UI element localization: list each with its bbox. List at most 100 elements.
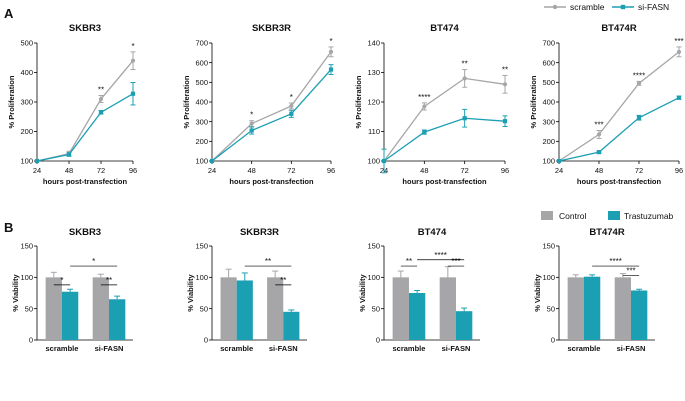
bar-chart-4: BT474R 0 50 100 150 % Viability scramble si-FAS… <box>533 227 655 353</box>
legend-b-control-label: Control <box>559 211 587 221</box>
x-axis-label: hours post-transfection <box>402 177 487 186</box>
data-point-sifasn <box>556 158 562 164</box>
series-line-sifasn <box>383 117 506 162</box>
x-tick-label: 24 <box>208 166 216 175</box>
x-tick-label: 24 <box>555 166 563 175</box>
bar-trastuzumab <box>236 280 253 340</box>
data-point-sifasn <box>66 152 72 157</box>
category-label: si-FASN <box>442 344 471 353</box>
category-label: scramble <box>567 344 600 353</box>
y-tick-label: 0 <box>29 336 33 345</box>
legend-a-scramble-marker <box>552 4 558 10</box>
chart-title: BT474 <box>430 23 459 34</box>
bar-control <box>92 277 109 340</box>
y-tick-label: 400 <box>20 68 33 77</box>
data-point-sifasn <box>98 110 104 115</box>
y-axis-label: % Proliferation <box>7 75 16 128</box>
y-tick-label: 50 <box>25 304 33 313</box>
y-tick-label: 150 <box>20 242 33 251</box>
bar-trastuzumab <box>583 276 601 340</box>
chart-title: SKBR3R <box>252 23 291 34</box>
y-tick-label: 100 <box>367 157 380 166</box>
legend-a-scramble-label: scramble <box>570 2 605 12</box>
significance-label: *** <box>626 266 635 275</box>
x-tick-label: 96 <box>327 166 335 175</box>
series-line-scramble <box>558 51 680 162</box>
data-point-sifasn <box>249 128 254 133</box>
category-label: scramble <box>392 344 425 353</box>
y-tick-label: 100 <box>542 157 555 166</box>
legend-b: Control Trastuzumab <box>541 211 674 221</box>
legend-b-trastuzumab-label: Trastuzumab <box>624 211 674 221</box>
y-tick-label: 150 <box>542 242 555 251</box>
y-tick-label: 500 <box>542 78 555 87</box>
bar-trastuzumab <box>61 291 79 340</box>
data-point-scramble <box>502 82 508 87</box>
line-chart-2: SKBR3R 100 200 300 400 500 600 700 24 48 72 96 hours… <box>182 23 335 186</box>
series-line-sifasn <box>558 97 680 162</box>
x-tick-label: 72 <box>635 166 643 175</box>
x-tick-label: 96 <box>675 166 683 175</box>
x-tick-label: 96 <box>129 166 137 175</box>
significance-label: **** <box>633 71 645 80</box>
bar-chart-2: SKBR3R 0 50 100 150 % Viability scramble si-FAS… <box>186 227 307 353</box>
y-axis-label: % Proliferation <box>529 75 538 128</box>
bar-control <box>267 277 284 340</box>
x-tick-label: 48 <box>247 166 255 175</box>
bar-control <box>614 277 631 340</box>
significance-label: * <box>290 93 293 102</box>
y-tick-label: 300 <box>20 98 33 107</box>
x-tick-label: 24 <box>33 166 41 175</box>
y-axis-label: % Proliferation <box>354 75 363 128</box>
y-tick-label: 0 <box>204 336 208 345</box>
y-tick-label: 100 <box>20 273 33 282</box>
series-line-scramble <box>36 60 134 162</box>
data-point-scramble <box>289 103 294 109</box>
y-tick-label: 400 <box>542 98 555 107</box>
data-point-scramble <box>130 58 136 63</box>
y-tick-label: 110 <box>368 127 380 136</box>
data-point-scramble <box>422 104 427 109</box>
legend-a: scramble si-FASN <box>544 2 669 12</box>
y-tick-label: 120 <box>367 98 380 107</box>
y-tick-label: 500 <box>20 39 33 48</box>
x-axis-label: hours post-transfection <box>43 177 128 186</box>
y-tick-label: 0 <box>551 336 555 345</box>
significance-label: * <box>60 276 63 285</box>
y-tick-label: 300 <box>195 117 208 126</box>
data-point-scramble <box>249 121 254 126</box>
data-point-scramble <box>676 49 682 54</box>
y-axis-label: % Viability <box>186 273 195 311</box>
data-point-scramble <box>328 49 334 54</box>
y-axis-label: % Proliferation <box>182 75 191 128</box>
significance-label: **** <box>434 251 446 260</box>
data-point-sifasn <box>289 111 294 116</box>
bar-control <box>392 277 409 340</box>
bar-trastuzumab <box>631 290 648 340</box>
significance-label: ** <box>280 276 286 285</box>
significance-label: **** <box>609 257 621 266</box>
panel-label-b: B <box>4 220 13 235</box>
y-axis-label: % Viability <box>358 273 367 311</box>
chart-title: BT474R <box>601 23 637 34</box>
data-point-sifasn <box>422 129 427 135</box>
category-label: si-FASN <box>95 344 124 353</box>
x-tick-label: 72 <box>460 166 468 175</box>
y-tick-label: 600 <box>542 58 555 67</box>
y-tick-label: 140 <box>367 39 380 48</box>
data-point-sifasn <box>34 158 40 164</box>
bar-control <box>220 277 237 340</box>
category-label: scramble <box>45 344 78 353</box>
y-tick-label: 100 <box>195 273 208 282</box>
significance-label: ** <box>98 86 104 95</box>
legend-b-control-swatch <box>541 211 553 220</box>
bar-trastuzumab <box>283 311 300 340</box>
category-label: si-FASN <box>269 344 298 353</box>
y-tick-label: 50 <box>200 304 208 313</box>
data-point-scramble <box>636 81 642 86</box>
category-label: scramble <box>220 344 253 353</box>
bar-control <box>567 277 584 340</box>
